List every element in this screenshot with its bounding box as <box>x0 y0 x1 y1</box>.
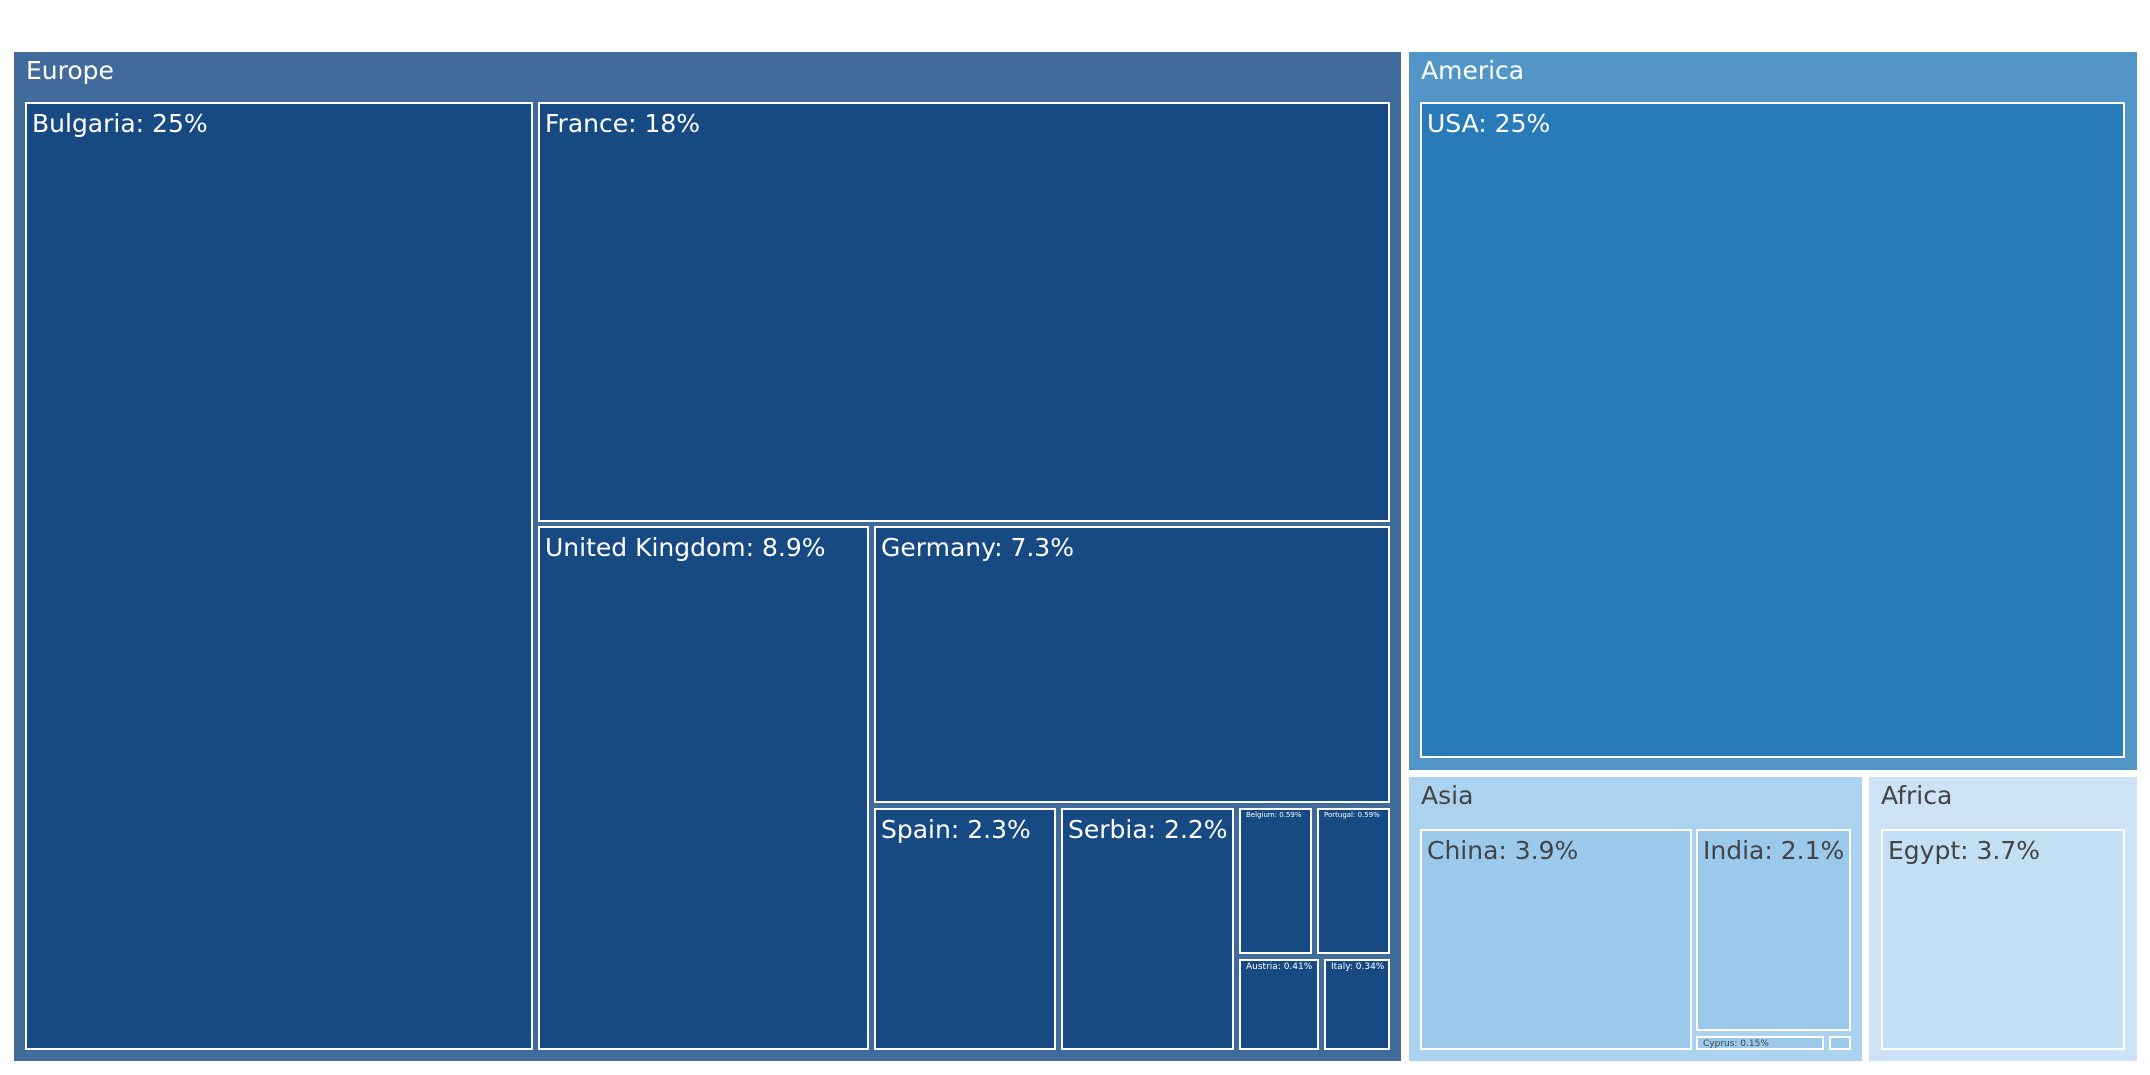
cell-label-egypt: Egypt: 3.7% <box>1888 836 2041 865</box>
cell-label-cyprus: Cyprus: 0.15% <box>1703 1039 1769 1049</box>
cell-label-italy: Italy: 0.34% <box>1331 962 1385 972</box>
cell-label-bulgaria: Bulgaria: 25% <box>32 109 208 138</box>
treemap-cell-germany[interactable]: Germany: 7.3% <box>874 526 1390 803</box>
cell-label-serbia: Serbia: 2.2% <box>1068 815 1228 844</box>
cell-label-austria: Austria: 0.41% <box>1246 962 1313 972</box>
cell-label-germany: Germany: 7.3% <box>881 533 1074 562</box>
group-label-africa: Africa <box>1881 781 1953 810</box>
cell-label-usa: USA: 25% <box>1427 109 1551 138</box>
treemap-cell-item-3[interactable] <box>1829 1036 1851 1050</box>
cell-label-united-kingdom: United Kingdom: 8.9% <box>545 533 826 562</box>
cell-label-spain: Spain: 2.3% <box>881 815 1031 844</box>
treemap-cell-france[interactable]: France: 18% <box>538 102 1390 522</box>
cell-label-portugal: Portugal: 0.59% <box>1324 811 1380 819</box>
group-label-europe: Europe <box>26 56 114 85</box>
treemap-cell-egypt[interactable]: Egypt: 3.7% <box>1881 829 2125 1050</box>
treemap-cell-serbia[interactable]: Serbia: 2.2% <box>1061 808 1234 1050</box>
treemap-cell-italy[interactable]: Italy: 0.34% <box>1324 959 1390 1050</box>
cell-label-france: France: 18% <box>545 109 701 138</box>
treemap-cell-usa[interactable]: USA: 25% <box>1420 102 2125 758</box>
treemap-cell-china[interactable]: China: 3.9% <box>1420 829 1692 1050</box>
group-label-america: America <box>1421 56 1525 85</box>
group-label-asia: Asia <box>1421 781 1474 810</box>
treemap-cell-spain[interactable]: Spain: 2.3% <box>874 808 1056 1050</box>
treemap-cell-portugal[interactable]: Portugal: 0.59% <box>1317 808 1390 954</box>
treemap-cell-cyprus[interactable]: Cyprus: 0.15% <box>1696 1036 1824 1050</box>
treemap-cell-india[interactable]: India: 2.1% <box>1696 829 1851 1031</box>
group-asia: Asia China: 3.9% India: 2.1% Cyprus: 0.15% <box>1409 777 1862 1061</box>
cell-label-china: China: 3.9% <box>1427 836 1579 865</box>
treemap-cell-austria[interactable]: Austria: 0.41% <box>1239 959 1319 1050</box>
group-europe: Europe Bulgaria: 25% France: 18% United Kin… <box>14 52 1401 1061</box>
cell-label-india: India: 2.1% <box>1703 836 1845 865</box>
group-america: America USA: 25% <box>1409 52 2137 770</box>
cell-label-belgium: Belgium: 0.59% <box>1246 811 1302 819</box>
treemap-cell-united-kingdom[interactable]: United Kingdom: 8.9% <box>538 526 869 1050</box>
treemap-cell-belgium[interactable]: Belgium: 0.59% <box>1239 808 1312 954</box>
treemap-cell-bulgaria[interactable]: Bulgaria: 25% <box>25 102 533 1050</box>
group-africa: Africa Egypt: 3.7% <box>1869 777 2137 1061</box>
